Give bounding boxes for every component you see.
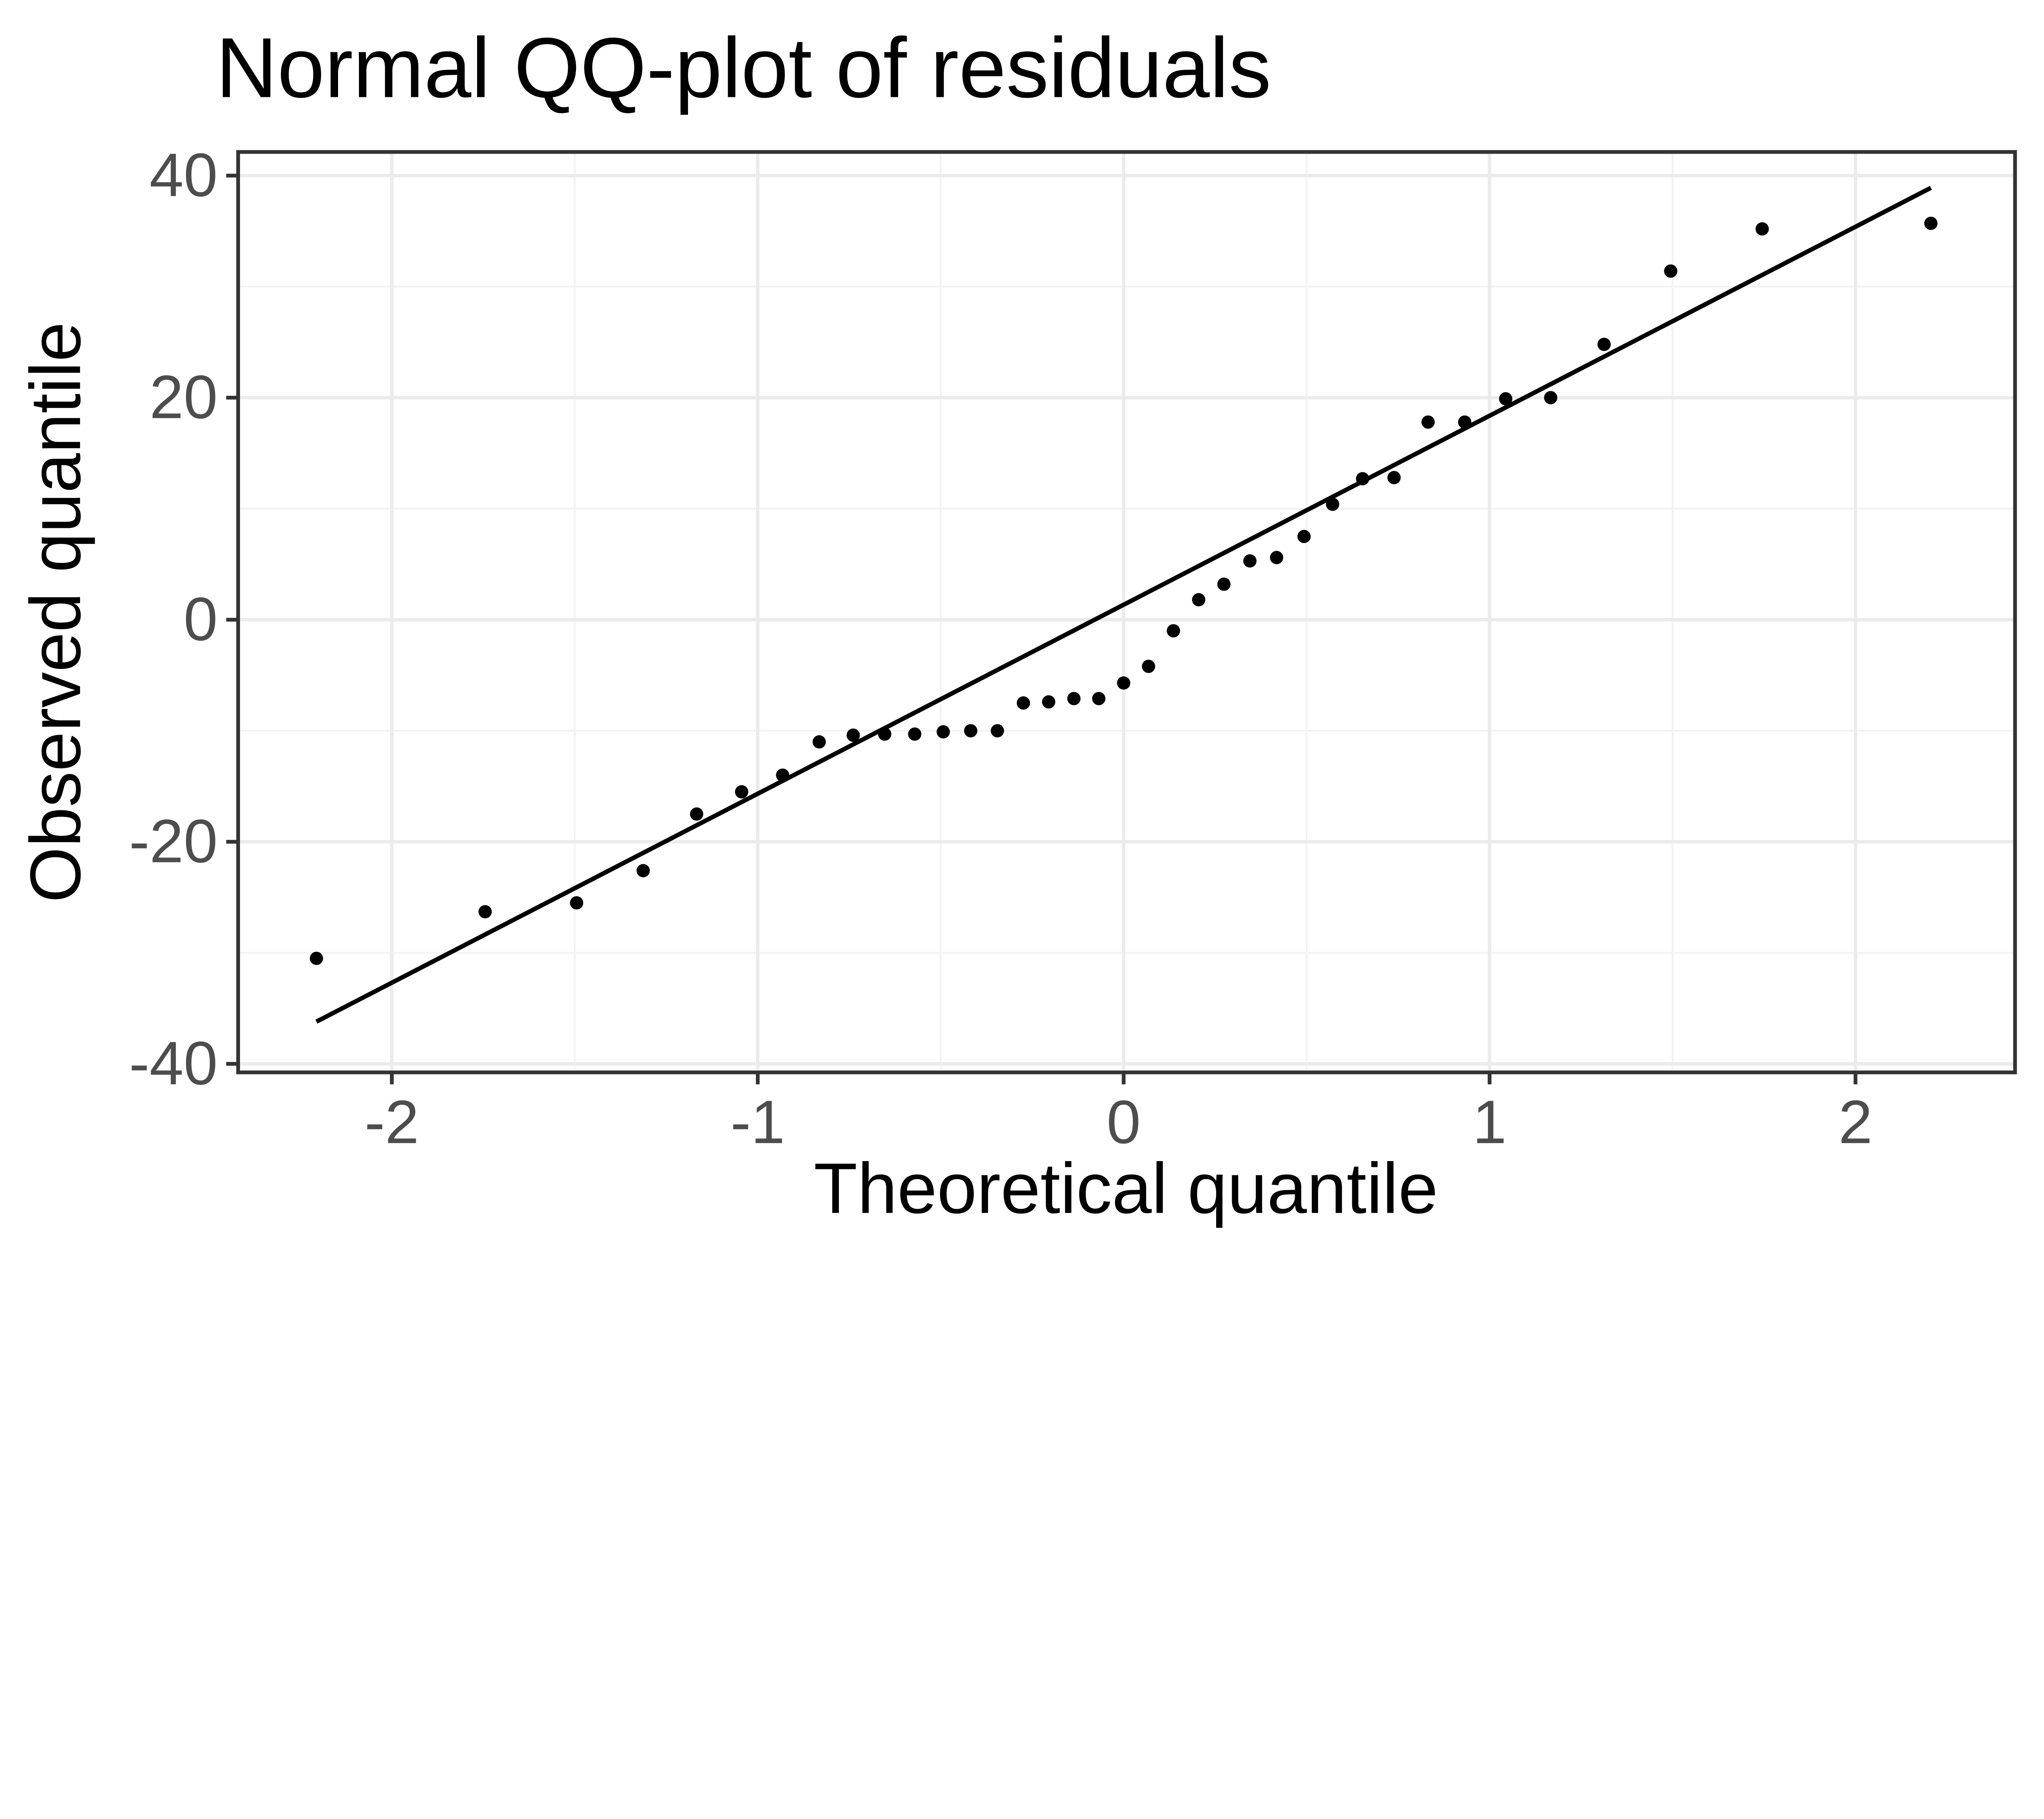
x-axis-title: Theoretical quantile — [814, 1149, 1438, 1229]
qq-point — [1142, 659, 1155, 673]
tick-marks — [226, 173, 1858, 1085]
qq-point — [1270, 551, 1284, 564]
qq-point — [846, 728, 860, 742]
qq-point — [637, 864, 650, 877]
y-tick-label: -40 — [129, 1029, 218, 1097]
qq-point — [1356, 472, 1369, 486]
qq-point — [1544, 391, 1558, 404]
qq-point — [1326, 498, 1340, 511]
qq-point — [1243, 554, 1257, 568]
qq-point — [1017, 696, 1030, 710]
qq-point — [1067, 692, 1081, 705]
qq-point — [964, 724, 977, 738]
qq-point — [1092, 692, 1106, 705]
y-tick-label: 0 — [184, 585, 217, 653]
qq-point — [1217, 577, 1231, 591]
qq-point — [991, 724, 1004, 738]
qq-plot-figure: -2 -1 0 1 2 -40 -20 0 20 40 Normal QQ-plot of res… — [16, 20, 2017, 1229]
qq-point — [478, 905, 492, 919]
panel-border — [236, 150, 2017, 1074]
qq-point — [937, 725, 950, 739]
qq-plot-canvas: -2 -1 0 1 2 -40 -20 0 20 40 Normal QQ-plot of res… — [16, 20, 2017, 1229]
y-tick-label: -20 — [129, 807, 218, 875]
qq-point — [735, 785, 749, 798]
qq-point — [1042, 695, 1056, 709]
qq-point — [1117, 676, 1130, 690]
x-tick-label: -2 — [365, 1088, 419, 1156]
qq-point — [1421, 415, 1435, 429]
y-axis-title: Observed quantile — [16, 322, 96, 902]
x-tick-label: -1 — [731, 1088, 785, 1156]
x-tick-label: 1 — [1472, 1088, 1506, 1156]
qq-point — [690, 807, 704, 821]
qq-point — [1664, 264, 1678, 278]
qq-point — [570, 896, 583, 910]
x-tick-label: 0 — [1107, 1088, 1141, 1156]
y-tick-label: 40 — [150, 141, 218, 209]
qq-point — [812, 735, 826, 749]
data-layer — [309, 186, 1938, 1024]
plot-panel — [238, 152, 2015, 1072]
tick-labels: -2 -1 0 1 2 -40 -20 0 20 40 — [129, 141, 1873, 1156]
minor-gridlines — [238, 152, 2015, 1072]
qq-point — [309, 951, 323, 965]
qq-point — [908, 727, 921, 741]
qq-point — [1167, 624, 1180, 638]
qq-point — [1597, 338, 1611, 351]
y-tick-label: 20 — [150, 363, 218, 431]
qq-point — [1192, 593, 1206, 607]
qq-point — [1387, 471, 1401, 484]
qq-point — [1755, 222, 1769, 236]
qq-point — [1499, 392, 1513, 406]
plot-title: Normal QQ-plot of residuals — [216, 20, 1271, 115]
major-gridlines — [238, 152, 2015, 1072]
qq-point — [878, 727, 892, 741]
x-tick-label: 2 — [1838, 1088, 1872, 1156]
qq-point — [1297, 529, 1311, 543]
qq-point — [1458, 415, 1472, 429]
qq-point — [776, 768, 789, 782]
reference-line — [315, 186, 1932, 1024]
qq-point — [1924, 217, 1938, 230]
